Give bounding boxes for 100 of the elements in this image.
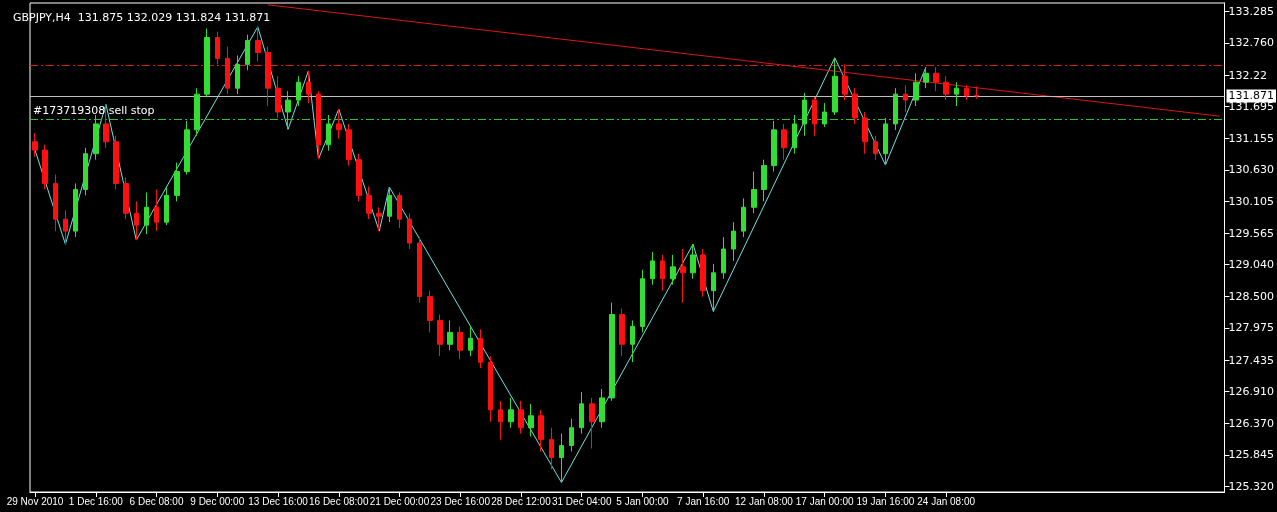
candlestick	[113, 135, 119, 190]
candlestick	[346, 123, 352, 167]
candlestick	[498, 400, 503, 441]
candlestick	[893, 87, 898, 131]
candlestick	[802, 92, 807, 137]
candlestick	[954, 81, 959, 107]
candlestick	[680, 248, 686, 304]
candlestick	[376, 206, 382, 232]
candlestick	[873, 135, 878, 161]
candlestick	[771, 120, 777, 173]
candlestick	[630, 319, 635, 363]
candlestick	[943, 75, 949, 101]
x-tick-label: 1 Dec 16:00	[68, 495, 124, 507]
candlestick	[650, 251, 655, 286]
candlestick	[923, 66, 929, 89]
candlestick	[336, 108, 342, 140]
ref-line-label: #173719308 sell stop	[33, 104, 155, 118]
y-tick-label: 132.22	[1228, 68, 1268, 82]
candlestick	[883, 117, 888, 166]
candlestick	[215, 31, 220, 65]
y-tick-label: 125.320	[1228, 479, 1275, 493]
y-tick-label: 126.370	[1228, 417, 1275, 430]
candlestick	[53, 174, 58, 232]
candlestick	[518, 400, 524, 435]
candlestick	[184, 120, 190, 176]
candlestick	[255, 26, 261, 62]
candlestick	[508, 397, 514, 429]
candlestick	[478, 328, 483, 369]
candlestick	[164, 185, 169, 226]
candlestick	[589, 397, 595, 450]
candlestick	[670, 254, 676, 286]
candlestick	[609, 302, 615, 402]
y-tick-label: 128.500	[1228, 290, 1275, 304]
x-tick-label: 12 Jan 08:00	[735, 495, 794, 507]
candlestick	[83, 147, 88, 196]
x-tick-label: 28 Dec 12:00	[491, 495, 552, 507]
candlestick	[174, 162, 180, 202]
x-tick-label: 13 Dec 16:00	[248, 495, 309, 507]
candlestick	[549, 427, 554, 470]
x-tick-label: 23 Dec 16:00	[430, 495, 491, 507]
y-tick-label: 127.435	[1228, 353, 1275, 367]
candlestick	[974, 85, 979, 100]
candlestick	[103, 103, 109, 149]
x-tick-label: 19 Jan 16:00	[856, 495, 915, 507]
candlestick	[265, 45, 271, 107]
candlestick	[721, 236, 726, 280]
x-tick-label: 24 Jan 08:00	[917, 495, 976, 507]
candlestick	[538, 409, 544, 452]
candlestick	[144, 191, 149, 235]
candlestick	[812, 96, 817, 137]
candlestick	[700, 248, 706, 298]
candlestick	[316, 90, 321, 160]
candlestick	[822, 102, 827, 128]
candlestick	[569, 418, 574, 452]
candlestick	[731, 221, 736, 262]
candlestick	[32, 132, 38, 158]
x-tick-label: 16 Dec 08:00	[309, 495, 369, 507]
x-tick-label: 6 Dec 08:00	[129, 495, 184, 507]
candlestick	[468, 325, 473, 357]
candlestick	[123, 177, 129, 220]
ref-line-label: 131.871	[1228, 89, 1275, 103]
candlestick	[933, 66, 939, 92]
candlestick	[619, 308, 625, 357]
candlestick	[407, 212, 412, 250]
candlestick	[134, 200, 139, 241]
candlestick	[225, 45, 230, 95]
candlestick	[154, 188, 159, 232]
candlestick	[194, 87, 200, 137]
y-tick-label: 129.040	[1228, 257, 1275, 271]
candlestick	[387, 186, 392, 223]
candlestick	[751, 171, 757, 214]
y-tick-label: 129.565	[1228, 226, 1275, 240]
candlestick	[599, 388, 605, 429]
x-tick-label: 31 Dec 04:00	[551, 495, 612, 507]
candlestick	[437, 314, 443, 357]
y-tick-label: 130.630	[1228, 163, 1275, 177]
candlestick	[285, 90, 291, 130]
x-tick-label: 21 Dec 00:00	[369, 495, 430, 507]
candlestick	[862, 111, 868, 155]
candlestick	[711, 263, 716, 313]
x-tick-label: 9 Dec 00:00	[190, 495, 245, 507]
candlestick	[488, 355, 493, 423]
y-tick-label: 125.845	[1228, 448, 1275, 462]
candlestick	[204, 28, 210, 98]
candlestick	[447, 319, 453, 351]
candlestick	[356, 153, 362, 202]
candlestick	[741, 197, 746, 238]
candlestick	[93, 114, 99, 161]
candlestick	[660, 254, 665, 292]
y-tick-label: 126.910	[1228, 384, 1275, 398]
x-tick-label: 17 Jan 00:00	[795, 495, 855, 507]
candlestick	[73, 182, 78, 238]
y-tick-label: 131.155	[1228, 132, 1275, 145]
y-tick-label: 127.975	[1228, 321, 1275, 335]
y-tick-label: 132.760	[1228, 36, 1275, 50]
candlestick	[579, 391, 584, 435]
candlestick	[306, 70, 311, 104]
candlestick	[366, 185, 372, 220]
candlestick	[417, 236, 422, 304]
candlestick	[781, 123, 787, 161]
